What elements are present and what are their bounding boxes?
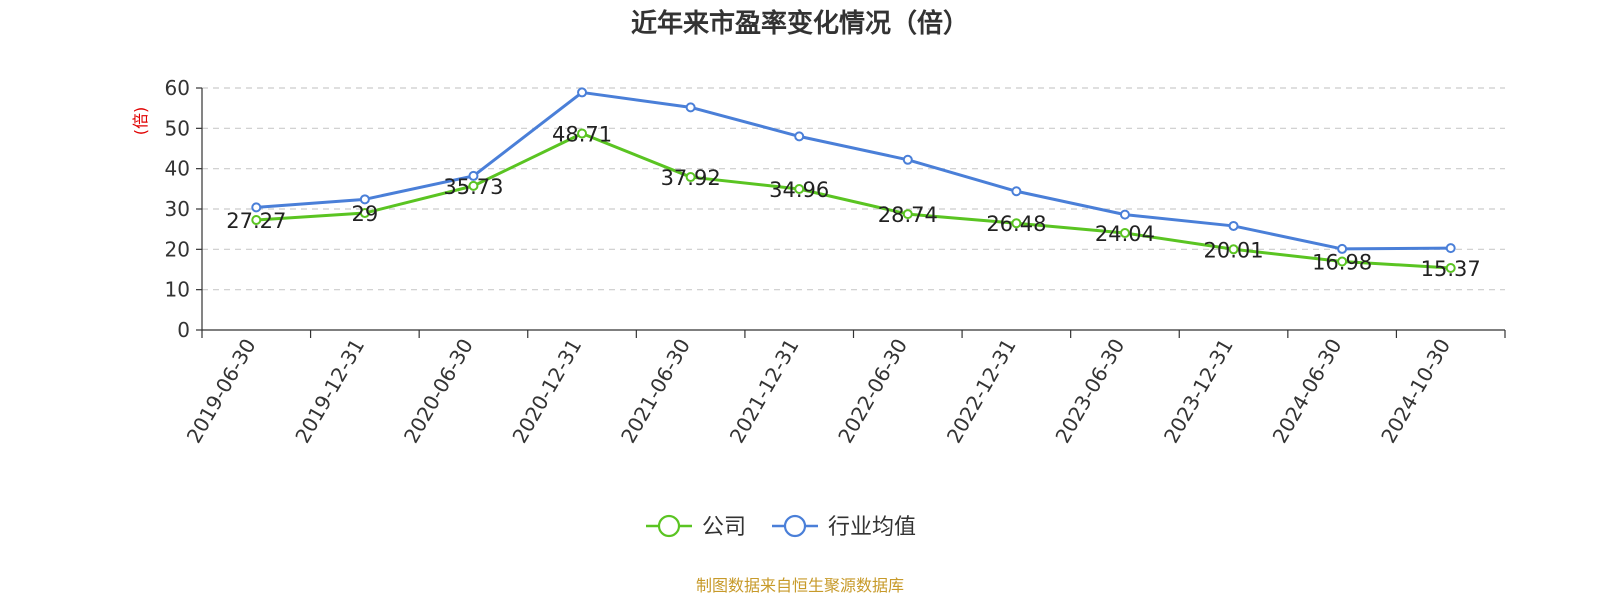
y-tick-label: 0 <box>177 318 190 342</box>
chart-title: 近年来市盈率变化情况（倍） <box>631 8 969 39</box>
x-tick-label: 2019-12-31 <box>290 335 369 448</box>
data-label: 37.92 <box>661 166 721 190</box>
x-tick-label: 2024-06-30 <box>1268 335 1347 448</box>
data-point <box>685 172 696 183</box>
y-axis-unit-label: (倍) <box>131 107 150 136</box>
legend-marker <box>783 514 807 538</box>
data-label: 28.74 <box>878 203 938 227</box>
series-layer <box>251 87 1456 274</box>
data-point <box>902 154 913 165</box>
series-line-industry-average <box>256 90 1451 251</box>
data-point <box>1228 220 1239 231</box>
data-point <box>1337 243 1348 254</box>
data-label: 16.98 <box>1312 251 1372 275</box>
x-tick-label: 2021-06-30 <box>616 335 695 448</box>
data-labels: 27.27 29 35.73 48.71 37.92 34.96 28.74 26.48 24.… <box>226 123 1481 281</box>
grid-lines <box>202 87 1505 291</box>
y-tick-label: 20 <box>165 237 190 261</box>
x-tick-label: 2021-12-31 <box>725 335 804 448</box>
series-line-company <box>256 132 1451 270</box>
data-point <box>251 202 262 213</box>
data-point <box>1337 256 1348 267</box>
data-point <box>359 194 370 205</box>
data-label: 48.71 <box>552 123 612 147</box>
data-point <box>1445 243 1456 254</box>
data-point <box>1011 218 1022 229</box>
data-point <box>1011 186 1022 197</box>
data-point <box>468 170 479 181</box>
data-point <box>1119 209 1130 220</box>
legend-label: 行业均值 <box>828 515 916 540</box>
data-point <box>1119 228 1130 239</box>
y-tick-label: 30 <box>165 197 190 221</box>
x-tick-label: 2020-06-30 <box>399 335 478 448</box>
data-point <box>1228 244 1239 255</box>
data-label: 15.37 <box>1421 257 1481 281</box>
x-tick-label: 2020-12-31 <box>507 335 586 448</box>
data-point <box>577 87 588 98</box>
data-label: 26.48 <box>986 212 1046 236</box>
data-point <box>794 183 805 194</box>
data-point <box>685 102 696 113</box>
legend-label: 公司 <box>702 515 746 540</box>
x-tick-label: 2022-12-31 <box>942 335 1021 448</box>
data-point <box>794 131 805 142</box>
data-label: 34.96 <box>769 178 829 202</box>
x-tick-label: 2024-10-30 <box>1376 335 1455 448</box>
data-source-note: 制图数据来自恒生聚源数据库 <box>696 576 904 595</box>
x-tick-label: 2023-06-30 <box>1050 335 1129 448</box>
data-label: 20.01 <box>1203 238 1263 262</box>
axes: 0 10 20 30 40 50 60 2019-06-30 2019-12-31 2020-06… <box>165 76 1506 448</box>
y-tick-label: 60 <box>165 76 190 100</box>
data-point <box>902 209 913 220</box>
data-point <box>468 180 479 191</box>
data-point <box>577 128 588 139</box>
data-point <box>251 215 262 226</box>
x-tick-label: 2022-06-30 <box>833 335 912 448</box>
y-tick-label: 10 <box>165 278 190 302</box>
y-tick-label: 40 <box>165 157 190 181</box>
data-label: 29 <box>352 202 379 226</box>
data-point <box>1445 263 1456 274</box>
data-label: 27.27 <box>226 209 286 233</box>
x-tick-label: 2023-12-31 <box>1159 335 1238 448</box>
data-label: 24.04 <box>1095 222 1155 246</box>
legend-marker <box>657 514 681 538</box>
data-label: 35.73 <box>443 175 503 199</box>
x-tick-label: 2019-06-30 <box>182 335 261 448</box>
legend: 公司 行业均值 <box>646 514 916 540</box>
y-tick-label: 50 <box>165 116 190 140</box>
legend-item-company[interactable]: 公司 <box>646 514 746 540</box>
data-point <box>359 208 370 219</box>
legend-item-industry-average[interactable]: 行业均值 <box>772 514 916 540</box>
